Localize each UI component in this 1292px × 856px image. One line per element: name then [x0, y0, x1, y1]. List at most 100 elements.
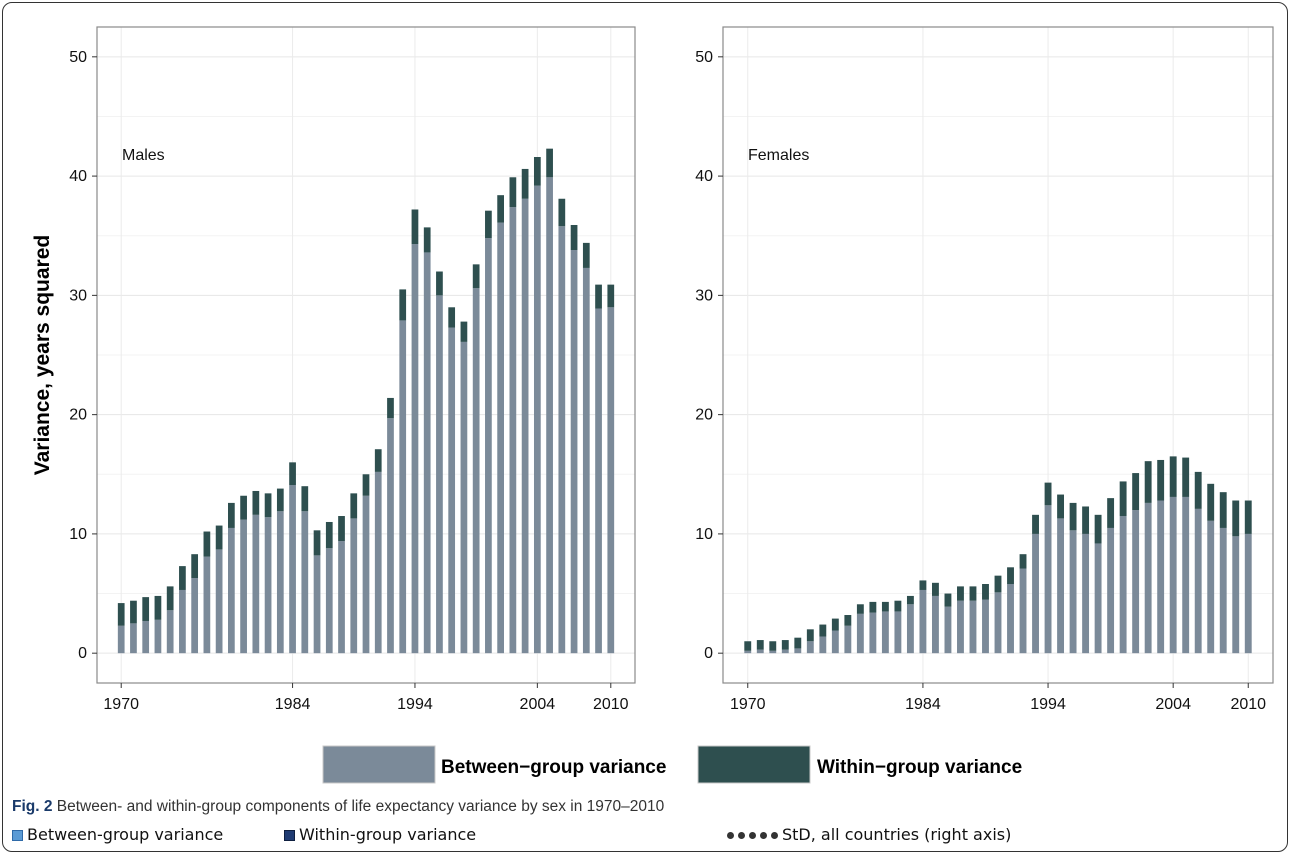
panel-females: 0 10 20 30 40 50 1970 1984 1994 2004 2010 Females: [695, 26, 1274, 713]
bar-between-1972: [769, 650, 777, 654]
bar-between-1972: [142, 620, 150, 654]
bar-within-1995: [1057, 494, 1065, 519]
caption-text: Between- and within-group components of …: [52, 798, 665, 815]
bar-between-1978: [215, 549, 223, 654]
bar-within-1987: [325, 521, 333, 549]
bar-within-1973: [154, 595, 162, 620]
bar-within-2001: [1132, 473, 1140, 511]
bar-between-1998: [1094, 543, 1102, 654]
bar-between-1994: [411, 244, 419, 654]
footer-label-std: StD, all countries (right axis): [782, 825, 1012, 844]
x-tick-label: 1984: [905, 696, 941, 713]
bar-between-1986: [313, 555, 321, 654]
bar-between-1976: [819, 636, 827, 654]
bar-between-1971: [130, 623, 137, 654]
bar-between-2010: [1244, 533, 1252, 654]
footer-item-within: Within-group variance: [284, 825, 476, 844]
y-tick-label: 10: [695, 526, 713, 543]
bar-within-1987: [957, 586, 964, 601]
bar-within-1977: [831, 618, 839, 631]
bar-within-1988: [969, 586, 977, 601]
bar-within-1985: [931, 582, 939, 596]
bar-between-1996: [1069, 530, 1077, 654]
bar-between-1971: [756, 649, 764, 654]
bar-between-1979: [227, 527, 235, 654]
bar-within-1983: [906, 595, 914, 605]
bar-between-1993: [1032, 533, 1039, 654]
legend-swatch-between: [322, 745, 436, 784]
y-tick-label: 10: [69, 526, 87, 543]
y-tick-label: 0: [704, 645, 713, 662]
bar-within-2004: [1169, 456, 1177, 497]
bar-within-1990: [362, 474, 370, 496]
bar-between-2003: [521, 198, 529, 654]
figure-caption: Fig. 2 Between- and within-group compone…: [12, 798, 664, 816]
bar-within-2004: [533, 157, 541, 186]
footer-item-std: StD, all countries (right axis): [727, 825, 1011, 844]
bar-between-1984: [919, 589, 927, 654]
footer-legend: Between-group variance Within-group vari…: [12, 825, 1282, 849]
dotted-line-icon: [727, 825, 782, 844]
x-tick-label: 2010: [593, 696, 629, 713]
bar-within-1998: [1094, 514, 1102, 544]
bar-within-2005: [1182, 457, 1190, 497]
bar-within-1978: [844, 615, 852, 626]
bar-within-2001: [497, 195, 505, 223]
bar-within-1984: [919, 580, 927, 590]
bar-between-1973: [154, 619, 162, 654]
bar-between-1974: [166, 610, 174, 654]
bar-within-1994: [411, 209, 419, 245]
bar-within-1995: [423, 227, 431, 253]
bar-between-1989: [350, 518, 358, 654]
bar-between-1991: [374, 471, 382, 654]
bar-within-2005: [546, 148, 553, 178]
bar-within-1982: [264, 493, 272, 518]
bar-between-1986: [944, 606, 952, 654]
bar-between-2003: [1157, 500, 1165, 654]
bar-within-1975: [179, 566, 186, 590]
panel-label-males: Males: [122, 147, 165, 164]
x-tick-label: 1994: [1030, 696, 1066, 713]
bar-between-1987: [325, 548, 333, 654]
bar-between-1998: [460, 341, 468, 654]
bar-between-2006: [558, 226, 566, 654]
bar-between-1997: [448, 327, 456, 654]
panel-label-females: Females: [748, 147, 809, 164]
bar-within-1979: [227, 502, 235, 528]
bar-within-1985: [301, 486, 309, 512]
bar-within-1994: [1044, 482, 1052, 506]
bar-within-1999: [1107, 498, 1115, 528]
y-tick-label: 40: [695, 168, 713, 185]
bar-within-2007: [1207, 483, 1215, 521]
bar-between-2000: [1119, 516, 1127, 654]
bar-between-1997: [1082, 533, 1090, 654]
bar-between-2002: [509, 207, 517, 654]
panel-border: [722, 26, 1274, 684]
bar-between-1974: [794, 648, 802, 654]
bar-between-2004: [533, 185, 541, 654]
bar-between-1991: [1007, 584, 1014, 654]
bar-within-2008: [1219, 492, 1227, 528]
bar-between-1992: [1019, 568, 1027, 654]
bar-within-1978: [215, 525, 223, 550]
bar-within-2000: [485, 210, 492, 239]
bar-within-2007: [570, 224, 578, 251]
bar-within-1981: [881, 601, 889, 612]
bar-between-1975: [179, 589, 186, 654]
bar-within-1989: [982, 584, 989, 600]
bar-between-1984: [289, 485, 296, 654]
bar-between-1999: [1107, 527, 1115, 654]
bar-within-1983: [276, 488, 284, 512]
bar-between-1995: [1057, 518, 1065, 654]
bar-between-2004: [1169, 496, 1177, 654]
bar-within-1972: [142, 597, 150, 621]
bar-between-1979: [856, 613, 864, 654]
bar-within-1992: [1019, 554, 1027, 569]
y-tick-label: 0: [78, 645, 87, 662]
bar-between-1999: [472, 288, 480, 654]
bar-between-1973: [781, 649, 789, 654]
x-tick-label: 2010: [1230, 696, 1266, 713]
y-axis-label: Variance, years squared: [31, 235, 54, 476]
bar-between-2001: [1132, 510, 1140, 654]
